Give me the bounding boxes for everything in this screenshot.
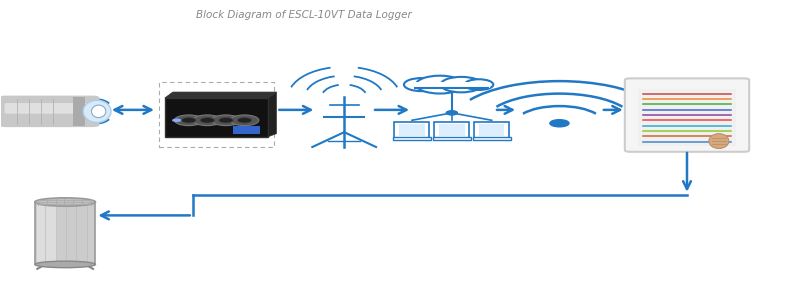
FancyBboxPatch shape (474, 122, 510, 138)
Ellipse shape (709, 134, 729, 148)
FancyBboxPatch shape (394, 122, 430, 138)
Ellipse shape (91, 105, 106, 118)
FancyBboxPatch shape (0, 96, 99, 127)
Circle shape (218, 118, 233, 123)
Polygon shape (165, 92, 277, 98)
FancyBboxPatch shape (638, 89, 737, 146)
Text: Block Diagram of ESCL-10VT Data Logger: Block Diagram of ESCL-10VT Data Logger (197, 10, 412, 20)
Ellipse shape (35, 198, 95, 206)
Circle shape (550, 120, 569, 127)
FancyBboxPatch shape (233, 126, 261, 134)
Circle shape (172, 118, 182, 122)
FancyBboxPatch shape (399, 124, 425, 136)
FancyBboxPatch shape (5, 103, 89, 114)
Ellipse shape (35, 261, 95, 268)
Circle shape (404, 78, 439, 91)
Circle shape (193, 115, 222, 126)
Circle shape (211, 115, 240, 126)
FancyBboxPatch shape (433, 137, 471, 140)
Circle shape (238, 118, 252, 123)
Polygon shape (269, 92, 277, 136)
FancyBboxPatch shape (434, 122, 470, 138)
FancyBboxPatch shape (439, 124, 465, 136)
FancyBboxPatch shape (73, 97, 85, 126)
Ellipse shape (83, 100, 111, 122)
Circle shape (230, 115, 259, 126)
Circle shape (446, 111, 458, 115)
Circle shape (200, 118, 214, 123)
FancyBboxPatch shape (479, 124, 505, 136)
FancyBboxPatch shape (473, 137, 511, 140)
FancyBboxPatch shape (35, 202, 95, 264)
Circle shape (182, 118, 196, 123)
Circle shape (174, 115, 203, 126)
Circle shape (416, 76, 464, 94)
FancyBboxPatch shape (38, 203, 57, 263)
Circle shape (465, 79, 494, 90)
FancyBboxPatch shape (414, 82, 490, 88)
FancyBboxPatch shape (393, 137, 431, 140)
FancyBboxPatch shape (165, 98, 269, 136)
Circle shape (441, 77, 482, 92)
FancyBboxPatch shape (625, 78, 749, 152)
